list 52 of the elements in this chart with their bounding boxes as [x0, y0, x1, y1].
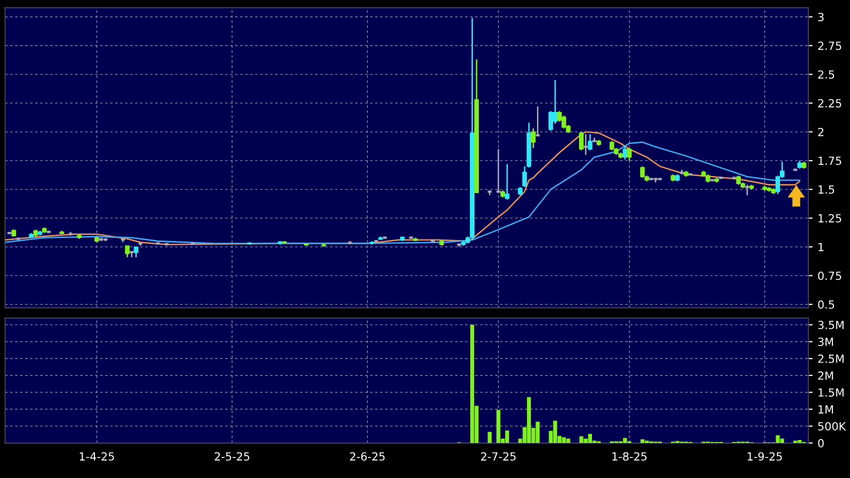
- y-tick-label: 3M: [818, 338, 833, 346]
- bar: [553, 420, 558, 444]
- candlestick: [610, 140, 614, 151]
- candlestick: [736, 174, 741, 186]
- y-tick-label: 0: [818, 438, 824, 448]
- x-tick-label: 2-7-25: [481, 452, 516, 461]
- y-tick-label: 1.25: [818, 214, 842, 222]
- x-tick-label: 1-4-25: [80, 452, 114, 461]
- bar: [798, 440, 802, 444]
- x-tick-label: 2-5-25: [214, 452, 250, 461]
- bar: [470, 324, 474, 444]
- candlestick: [588, 133, 592, 151]
- y-tick-label: 2.5: [818, 70, 834, 79]
- bar: [536, 422, 540, 444]
- x-tick-label: 1-9-25: [748, 452, 782, 461]
- bar: [776, 435, 780, 444]
- y-tick-label: 0.5: [818, 300, 834, 309]
- y-tick-label: 3.5M: [818, 320, 844, 330]
- y-tick-label: 2.25: [818, 99, 842, 108]
- bar: [505, 430, 510, 444]
- x-tick-label: 2-6-25: [350, 452, 385, 461]
- x-tick-label: 1-8-25: [612, 452, 647, 461]
- y-tick-label: 2M: [818, 371, 833, 380]
- candlestick: [125, 245, 130, 258]
- y-tick-label: 2: [818, 128, 824, 136]
- candlestick: [579, 131, 584, 151]
- y-tick-label: 2.75: [818, 42, 842, 50]
- candlestick: [627, 147, 632, 162]
- candlestick: [134, 246, 138, 258]
- candlestick: [531, 128, 536, 149]
- bar: [566, 438, 570, 444]
- bar: [488, 432, 492, 444]
- y-tick-label: 1.5M: [818, 388, 844, 397]
- bar: [579, 436, 584, 444]
- y-tick-label: 0.75: [818, 272, 842, 280]
- candlestick: [622, 144, 628, 160]
- bar: [644, 440, 649, 444]
- y-tick-label: 1: [818, 242, 824, 252]
- y-tick-label: 3: [818, 12, 824, 22]
- candlestick: [522, 166, 527, 188]
- bar: [562, 437, 566, 444]
- y-tick-label: 500K: [818, 422, 846, 430]
- candlestick: [504, 163, 510, 200]
- candlestick: [640, 166, 645, 179]
- y-tick-label: 1.75: [818, 156, 842, 165]
- bar: [780, 438, 784, 444]
- bar: [793, 440, 798, 444]
- y-tick-label: 1.5: [818, 185, 834, 194]
- bar: [496, 410, 500, 444]
- y-tick-label: 2.5M: [818, 354, 844, 363]
- y-tick-label: 1M: [818, 405, 833, 414]
- bar: [675, 440, 680, 444]
